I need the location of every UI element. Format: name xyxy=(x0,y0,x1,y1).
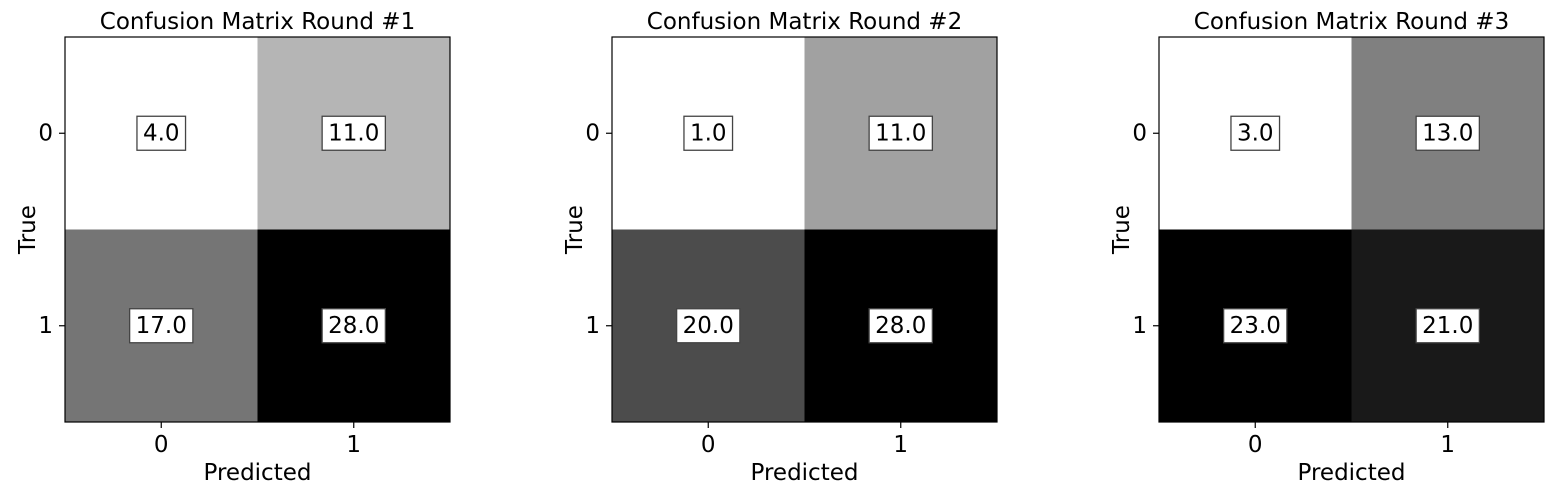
y-tick-label: 1 xyxy=(38,313,53,339)
cell-value-box xyxy=(1230,115,1281,151)
cell-value-box xyxy=(683,115,734,151)
y-tick-label: 0 xyxy=(1132,120,1147,146)
x-axis-label: Predicted xyxy=(751,460,859,486)
chart-title: Confusion Matrix Round #2 xyxy=(647,9,962,35)
y-axis-label: True xyxy=(15,205,41,255)
cell-value-box xyxy=(1415,308,1481,344)
cell-value-box xyxy=(1415,115,1481,151)
cell-value-box xyxy=(321,115,387,151)
y-axis-label: True xyxy=(562,205,588,255)
chart-title: Confusion Matrix Round #1 xyxy=(100,9,415,35)
x-tick-label: 1 xyxy=(346,432,361,458)
x-tick-label: 0 xyxy=(701,432,716,458)
cell-value-box xyxy=(675,308,741,344)
confusion-matrix-panel-1: 4.0 11.0 17.0 28.0 0 1 0 1 Confusion Matrix Roun… xyxy=(15,9,451,486)
cell-value-label-r1-c0: 23.0 xyxy=(1230,313,1281,339)
y-tick-label: 1 xyxy=(585,313,600,339)
confusion-matrix-panel-2: 1.0 11.0 20.0 28.0 0 1 0 1 Confusion Matrix Roun… xyxy=(562,9,998,486)
cell-value-label-r0-c0: 3.0 xyxy=(1237,120,1274,146)
y-tick-label: 1 xyxy=(1132,313,1147,339)
cell-value-label-r0-c0: 1.0 xyxy=(690,120,727,146)
x-tick-label: 1 xyxy=(893,432,908,458)
cell-value-label-r0-c1: 11.0 xyxy=(875,120,926,146)
cell-value-box xyxy=(868,115,934,151)
x-axis-label: Predicted xyxy=(1298,460,1406,486)
confusion-matrix-panel-3: 3.0 13.0 23.0 21.0 0 1 0 1 Confusion Matrix Roun… xyxy=(1109,9,1545,486)
cell-value-label-r1-c0: 20.0 xyxy=(683,313,734,339)
cell-value-box xyxy=(321,308,387,344)
cell-value-label-r0-c1: 13.0 xyxy=(1422,120,1473,146)
cell-value-label-r1-c1: 28.0 xyxy=(875,313,926,339)
cell-value-label-r0-c0: 4.0 xyxy=(143,120,180,146)
cell-value-box xyxy=(1222,308,1288,344)
cell-value-label-r1-c0: 17.0 xyxy=(136,313,187,339)
x-axis-label: Predicted xyxy=(204,460,312,486)
y-tick-label: 0 xyxy=(585,120,600,146)
y-axis-label: True xyxy=(1109,205,1135,255)
x-tick-label: 0 xyxy=(154,432,169,458)
cell-value-box xyxy=(136,115,187,151)
cell-value-label-r1-c1: 28.0 xyxy=(328,313,379,339)
cell-value-box xyxy=(128,308,194,344)
x-tick-label: 0 xyxy=(1248,432,1263,458)
plot-frame xyxy=(1158,36,1545,423)
plot-frame xyxy=(611,36,998,423)
y-tick-label: 0 xyxy=(38,120,53,146)
cell-value-label-r0-c1: 11.0 xyxy=(328,120,379,146)
chart-title: Confusion Matrix Round #3 xyxy=(1194,9,1509,35)
cell-value-label-r1-c1: 21.0 xyxy=(1422,313,1473,339)
x-tick-label: 1 xyxy=(1440,432,1455,458)
plot-frame xyxy=(64,36,451,423)
cell-value-box xyxy=(868,308,934,344)
